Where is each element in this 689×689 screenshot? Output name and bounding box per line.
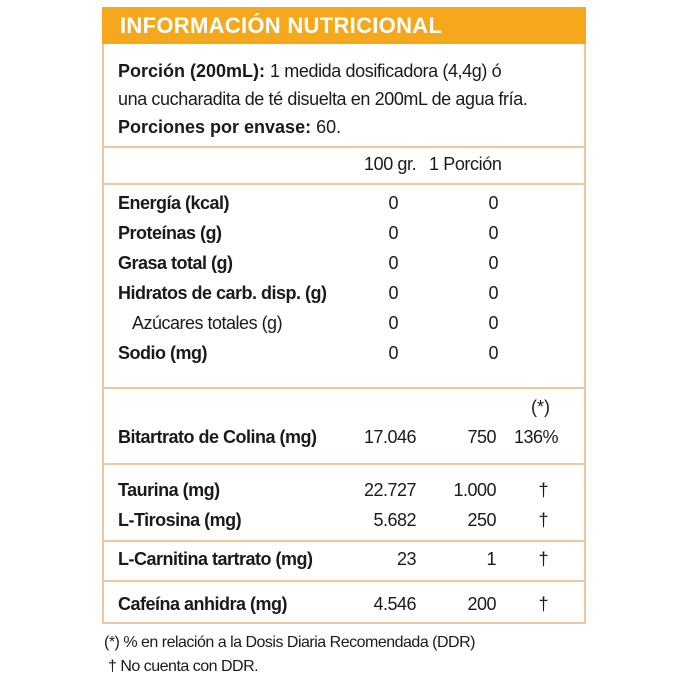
nutrient-per-portion: 0	[488, 343, 498, 363]
nutrient-per100: 0	[388, 193, 398, 213]
label-header: INFORMACIÓN NUTRICIONAL	[102, 7, 586, 44]
nutrient-row: Taurina (mg) 22.727 1.000 †	[104, 480, 584, 510]
portion-label: Porción (200mL):	[118, 61, 266, 81]
nutrient-row: L-Carnitina tartrato (mg) 23 1 †	[104, 549, 584, 579]
nutrient-row: Sodio (mg) 0 0	[104, 343, 584, 373]
servings-line: Porciones por envase: 60.	[118, 113, 584, 141]
nutrient-row: L-Tirosina (mg) 5.682 250 †	[104, 510, 584, 540]
choline-row: Bitartrato de Colina (mg) 17.046 750 136…	[104, 427, 584, 457]
carnitine-section: L-Carnitina tartrato (mg) 23 1 †	[104, 542, 584, 582]
nutrient-name: Bitartrato de Colina (mg)	[118, 427, 317, 447]
nutrient-per-portion: 0	[488, 313, 498, 333]
portion-text-1: 1 medida dosificadora (4,4g) ó	[270, 61, 502, 81]
nutrient-per100: 0	[388, 253, 398, 273]
choline-section: (*) Bitartrato de Colina (mg) 17.046 750…	[104, 389, 584, 465]
dagger-icon: †	[538, 510, 548, 530]
servings-value: 60.	[316, 117, 342, 137]
nutrient-name: Grasa total (g)	[118, 253, 233, 273]
footnote-dagger: † No cuenta con DDR.	[108, 658, 259, 675]
nutrient-per-portion: 200	[467, 594, 496, 614]
nutrition-label: INFORMACIÓN NUTRICIONAL Porción (200mL):…	[102, 7, 586, 624]
footnotes: (*) % en relación a la Dosis Diaria Reco…	[104, 631, 475, 679]
nutrient-per100: 0	[388, 283, 398, 303]
nutrient-name: Taurina (mg)	[118, 480, 220, 500]
amino-section: Taurina (mg) 22.727 1.000 † L-Tirosina (…	[104, 465, 584, 542]
nutrient-per100: 5.682	[373, 510, 416, 530]
nutrient-per100: 23	[396, 549, 417, 569]
nutrient-per100: 0	[388, 223, 398, 243]
label-title: INFORMACIÓN NUTRICIONAL	[120, 13, 443, 38]
nutrients-section: Energía (kcal) 0 0 Proteínas (g) 0 0 Gra…	[104, 183, 584, 389]
column-headers: 100 gr. 1 Porción	[104, 148, 584, 185]
portion-line-1: Porción (200mL): 1 medida dosificadora (…	[118, 57, 584, 85]
nutrient-name: Proteínas (g)	[118, 223, 222, 243]
nutrient-per-portion: 1	[486, 549, 496, 569]
nutrient-name: Sodio (mg)	[118, 343, 207, 363]
nutrient-per-portion: 0	[488, 223, 498, 243]
column-header-100g: 100 gr.	[364, 154, 417, 174]
nutrient-row: Cafeína anhidra (mg) 4.546 200 †	[104, 594, 584, 624]
portion-text-2: una cucharadita de té disuelta en 200mL …	[118, 89, 528, 109]
nutrient-name: L-Carnitina tartrato (mg)	[118, 549, 313, 569]
portion-line-2: una cucharadita de té disuelta en 200mL …	[118, 85, 584, 113]
nutrient-per-portion: 750	[467, 427, 496, 447]
nutrient-name: Cafeína anhidra (mg)	[118, 594, 288, 614]
nutrient-per-portion: 0	[488, 283, 498, 303]
nutrient-name: Azúcares totales (g)	[132, 313, 283, 333]
nutrient-row-sub: Azúcares totales (g) 0 0	[104, 313, 584, 343]
nutrient-row: Hidratos de carb. disp. (g) 0 0	[104, 283, 584, 313]
portion-info: Porción (200mL): 1 medida dosificadora (…	[104, 44, 584, 148]
servings-label: Porciones por envase:	[118, 117, 312, 137]
caffeine-section: Cafeína anhidra (mg) 4.546 200 †	[104, 582, 584, 622]
column-header-portion: 1 Porción	[429, 154, 502, 174]
nutrient-per-portion: 0	[488, 253, 498, 273]
nutrient-name: L-Tirosina (mg)	[118, 510, 242, 530]
nutrient-per100: 4.546	[373, 594, 416, 614]
nutrient-ddr: 136%	[513, 427, 559, 447]
nutrient-per100: 22.727	[363, 480, 417, 500]
dagger-icon: †	[538, 594, 548, 614]
nutrient-name: Hidratos de carb. disp. (g)	[118, 283, 327, 303]
nutrient-per100: 17.046	[363, 427, 417, 447]
nutrient-per100: 0	[388, 313, 398, 333]
nutrient-row: Energía (kcal) 0 0	[104, 193, 584, 223]
nutrient-per-portion: 1.000	[453, 480, 496, 500]
nutrient-row: Grasa total (g) 0 0	[104, 253, 584, 283]
nutrient-name: Energía (kcal)	[118, 193, 230, 213]
nutrient-per-portion: 0	[488, 193, 498, 213]
nutrient-row: Proteínas (g) 0 0	[104, 223, 584, 253]
dagger-icon: †	[538, 549, 548, 569]
nutrient-per-portion: 250	[467, 510, 496, 530]
nutrient-per100: 0	[388, 343, 398, 363]
dagger-icon: †	[538, 480, 548, 500]
footnote-asterisk: (*) % en relación a la Dosis Diaria Reco…	[104, 634, 475, 651]
ddr-header: (*)	[531, 397, 550, 417]
